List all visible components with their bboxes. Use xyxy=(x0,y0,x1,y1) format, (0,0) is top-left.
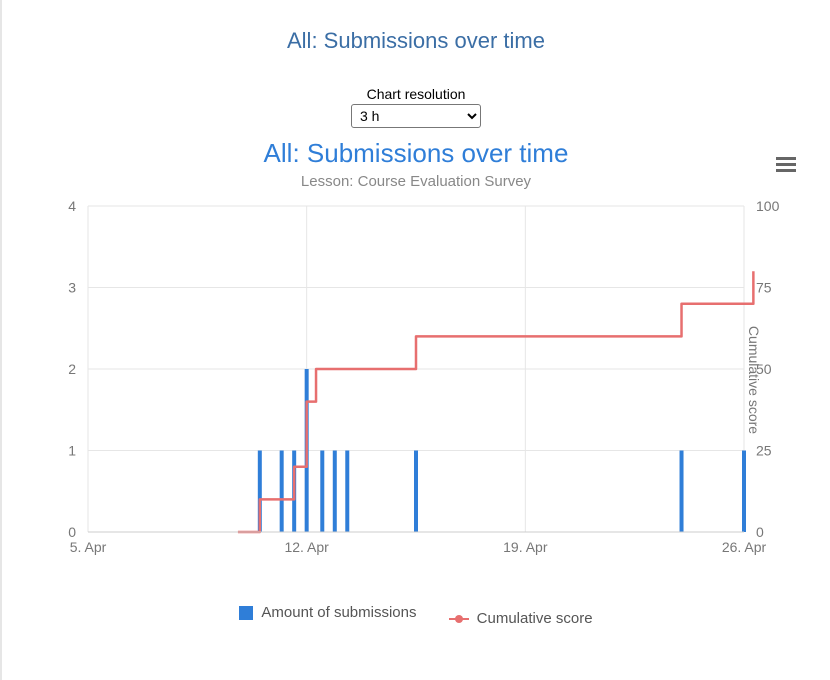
resolution-select[interactable]: 1 h3 h6 h12 h1 d xyxy=(351,104,481,128)
svg-text:0: 0 xyxy=(68,524,76,540)
legend-swatch-line-icon xyxy=(449,618,469,620)
legend-label-line: Cumulative score xyxy=(477,610,593,627)
legend-label-bars: Amount of submissions xyxy=(261,604,416,621)
svg-text:2: 2 xyxy=(68,361,76,377)
chart-title: All: Submissions over time xyxy=(32,138,800,169)
plot-region: Amount of submissions Cumulative score 0… xyxy=(32,200,800,560)
legend-item-bars[interactable]: Amount of submissions xyxy=(239,604,416,621)
chart-svg: 0 1 2 3 4 0 25 50 75 100 5. Apr 12. Apr 19. Apr 26. A… xyxy=(32,200,800,560)
svg-text:25: 25 xyxy=(756,443,772,459)
chart-menu-icon[interactable] xyxy=(776,154,800,174)
svg-text:4: 4 xyxy=(68,200,76,214)
svg-text:5. Apr: 5. Apr xyxy=(70,539,107,555)
legend-item-line[interactable]: Cumulative score xyxy=(449,610,593,627)
svg-text:50: 50 xyxy=(756,361,772,377)
svg-text:75: 75 xyxy=(756,280,772,296)
chart-subtitle: Lesson: Course Evaluation Survey xyxy=(32,173,800,190)
chart-legend: Amount of submissions Cumulative score xyxy=(32,604,800,627)
svg-text:19. Apr: 19. Apr xyxy=(503,539,548,555)
svg-text:100: 100 xyxy=(756,200,780,214)
svg-text:1: 1 xyxy=(68,443,76,459)
svg-text:0: 0 xyxy=(756,524,764,540)
resolution-control: Chart resolution 1 h3 h6 h12 h1 d xyxy=(2,86,830,128)
svg-text:3: 3 xyxy=(68,280,76,296)
chart-container: All: Submissions over time Lesson: Cours… xyxy=(32,138,800,627)
svg-text:12. Apr: 12. Apr xyxy=(284,539,329,555)
svg-text:26. Apr: 26. Apr xyxy=(722,539,767,555)
resolution-label: Chart resolution xyxy=(2,86,830,102)
page-title: All: Submissions over time xyxy=(2,0,830,54)
app-root: All: Submissions over time Chart resolut… xyxy=(0,0,830,680)
legend-swatch-bars-icon xyxy=(239,606,253,620)
